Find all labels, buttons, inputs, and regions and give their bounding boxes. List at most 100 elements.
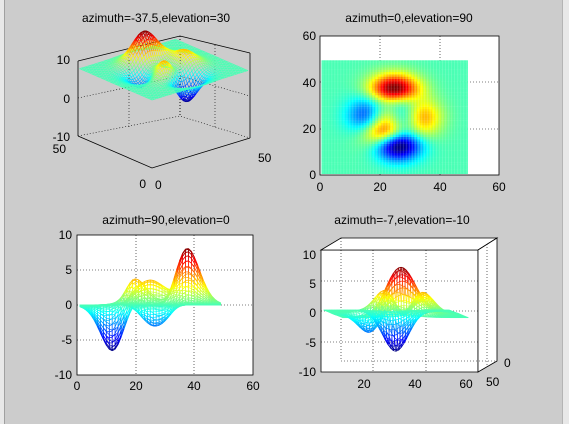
subplot-1-surface-mesh-segment	[143, 53, 146, 57]
subplot-2: azimuth=0,elevation=90 60 40 20 0 0 20 4…	[303, 11, 506, 194]
subplot-1-surface-mesh-segment	[162, 76, 165, 80]
subplot-1-surface-mesh-segment	[166, 55, 169, 58]
subplot-1-surface-mesh-segment	[141, 59, 144, 64]
subplot-1-surface-mesh-segment	[121, 86, 124, 89]
subplot-1-surface-mesh-segment	[201, 63, 204, 66]
subplot-1-surface-mesh-segment	[164, 53, 167, 57]
subplot-1-surface-mesh-segment	[155, 97, 159, 100]
subplot-1-surface-mesh-segment	[130, 76, 134, 80]
subplot-1-surface-mesh-segment	[185, 72, 189, 77]
subplot-1-surface-mesh-segment	[142, 60, 146, 64]
subplot-1-surface-mesh-segment	[225, 76, 229, 78]
subplot-1-surface-mesh-segment	[130, 64, 133, 68]
subplot-1-surface-mesh-segment	[194, 59, 197, 63]
subplot-1-surface-mesh-segment	[185, 61, 188, 65]
subplot-1-surface-mesh-segment	[245, 70, 249, 72]
subplot-1-surface-mesh-segment	[138, 72, 141, 76]
subplot-1-surface-mesh-segment	[126, 66, 129, 70]
subplot-1-surface-mesh-segment	[134, 58, 137, 62]
subplot-1-surface-mesh-segment	[200, 71, 203, 75]
subplot-1-surface-mesh-segment	[126, 88, 128, 90]
subplot-1-surface-mesh-segment	[198, 69, 202, 73]
subplot-1-surface-mesh-segment	[142, 95, 145, 98]
subplot-1-surface-mesh-segment	[193, 71, 196, 75]
subplot-1-surface-mesh-segment	[138, 69, 142, 73]
subplot-1-surface-mesh-segment	[140, 69, 143, 73]
subplot-1-surface-mesh-segment	[177, 66, 181, 69]
subplot-1-ytick-0: 0	[139, 177, 146, 191]
subplot-1-surface-mesh-segment	[202, 68, 205, 71]
subplot-1-surface-mesh-segment	[184, 68, 187, 73]
subplot-1-surface-mesh-segment	[145, 51, 148, 55]
subplot-1-surface-mesh-segment	[147, 67, 150, 71]
subplot-1-surface-mesh-segment	[147, 97, 150, 100]
subplot-1-surface-mesh-segment	[171, 62, 175, 67]
subplot-1-surface-mesh-segment	[184, 63, 188, 67]
subplot-1-surface-mesh-segment	[151, 50, 154, 57]
subplot-1-surface-mesh-segment	[187, 55, 190, 58]
subplot-1-surface-mesh-segment	[119, 67, 122, 70]
subplot-1-surface-mesh-segment	[144, 66, 147, 70]
subplot-1-surface-mesh-segment	[117, 84, 119, 87]
subplot-1-surface-mesh-segment	[197, 82, 200, 84]
subplot-1-surface-mesh-segment	[189, 57, 192, 60]
subplot-1-surface-mesh-segment	[162, 57, 165, 60]
subplot-1-surface-mesh-segment	[186, 53, 189, 56]
subplot-1-surface-mesh-segment	[187, 59, 190, 62]
subplot-1-surface-mesh-segment	[139, 36, 142, 41]
subplot-1-surface-mesh-segment	[128, 62, 131, 65]
subplot-1-surface-mesh-segment	[193, 63, 197, 67]
subplot-1-surface-mesh-segment	[185, 58, 188, 62]
subplot-1-surface-mesh-segment	[135, 79, 139, 82]
subplot-1-surface-mesh-segment	[79, 68, 82, 70]
subplot-1-surface-mesh-segment	[135, 61, 139, 66]
subplot-1-surface-mesh-segment	[182, 55, 185, 58]
subplot-1-surface-mesh-segment	[188, 80, 192, 85]
subplot-1-surface-mesh-segment	[183, 80, 186, 86]
subplot-1-surface-mesh-segment	[184, 72, 187, 76]
subplot-1-surface-mesh-segment	[183, 63, 186, 67]
subplot-1-surface-mesh-segment	[157, 50, 160, 56]
subplot-1-surface-mesh-segment	[97, 76, 100, 78]
subplot-1-surface-mesh-segment	[183, 89, 187, 91]
subplot-1-surface-mesh-segment	[137, 54, 141, 59]
subplot-1-surface-mesh-segment	[161, 95, 165, 98]
subplot-1-surface-mesh-segment	[200, 74, 203, 77]
subplot-1-surface-mesh-segment	[162, 54, 166, 58]
subplot-1-surface-mesh-segment	[139, 54, 143, 60]
subplot-1-surface-mesh-segment	[157, 75, 160, 79]
subplot-1-surface-mesh-segment	[198, 76, 201, 80]
subplot-1-surface-mesh-segment	[127, 56, 130, 61]
subplot-1-surface-mesh-segment	[205, 72, 208, 76]
subplot-1-surface-mesh-segment	[132, 55, 136, 59]
subplot-1-surface-mesh-segment	[195, 82, 199, 87]
subplot-1-surface-mesh-segment	[189, 70, 193, 74]
subplot-1-surface-mesh-segment	[152, 55, 156, 61]
subplot-1-surface-mesh-segment	[119, 64, 123, 67]
subplot-1-surface-mesh-segment	[164, 57, 167, 60]
subplot-1-surface-mesh-segment	[184, 54, 187, 58]
subplot-1-surface-mesh-segment	[168, 58, 172, 62]
subplot-1-surface-mesh-segment	[190, 81, 194, 85]
subplot-1-surface-mesh-segment	[161, 50, 164, 55]
subplot-1-surface-mesh-segment	[160, 55, 164, 60]
subplot-1-surface-mesh-segment	[206, 73, 210, 76]
subplot-1-surface-mesh-segment	[94, 74, 97, 77]
subplot-1-surface-mesh-segment	[137, 81, 140, 84]
subplot-1-surface-mesh-segment	[187, 73, 191, 77]
subplot-1-surface-mesh-segment	[221, 77, 225, 80]
subplot-1-surface-mesh-segment	[161, 69, 165, 72]
subplot-1-surface-mesh-segment	[120, 86, 122, 88]
subplot-1-surface-mesh-segment	[142, 63, 146, 67]
subplot-1-surface-mesh-segment	[180, 59, 183, 63]
subplot-1-surface-mesh-segment	[118, 85, 121, 87]
subplot-1-surface-mesh-segment	[125, 60, 128, 64]
subplot-1-surface-mesh-segment	[192, 63, 195, 66]
subplot-1-surface-mesh-segment	[156, 55, 160, 61]
subplot-1-surface-mesh-segment	[143, 71, 146, 74]
subplot-1-surface-mesh-segment	[235, 73, 239, 75]
subplot-1-surface-mesh-segment	[196, 77, 199, 81]
subplot-1-surface-mesh-segment	[126, 68, 129, 72]
subplot-1-surface-mesh-segment	[162, 73, 166, 77]
